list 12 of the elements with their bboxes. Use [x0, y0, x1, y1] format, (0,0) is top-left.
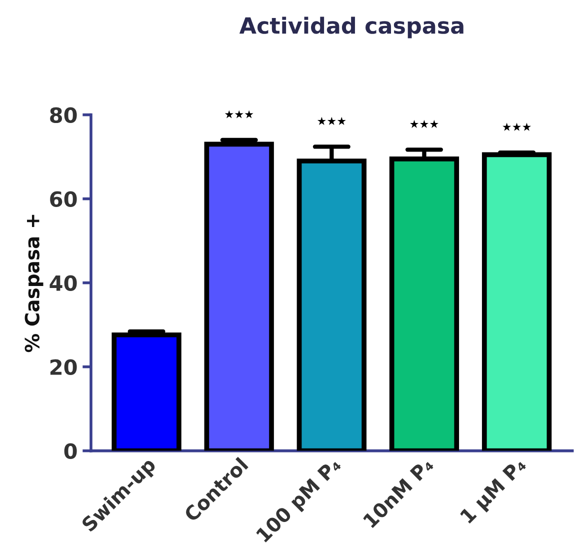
annotation: ★★★ [410, 120, 438, 128]
y-tick-label: 20 [50, 359, 77, 376]
y-axis-title: % Caspasa + [24, 214, 44, 352]
y-tick-label: 40 [50, 275, 77, 292]
x-tick-label: 1 µM P₄ [460, 456, 530, 526]
y-tick-label: 80 [50, 107, 77, 124]
y-tick-label: 60 [50, 191, 77, 208]
annotation: ★★★ [502, 122, 532, 131]
annotation: ★★★ [317, 116, 346, 126]
annotation: ★★★ [224, 110, 254, 118]
y-tick-label: 0 [64, 443, 77, 460]
chart-title: Actividad caspasa [239, 16, 464, 38]
